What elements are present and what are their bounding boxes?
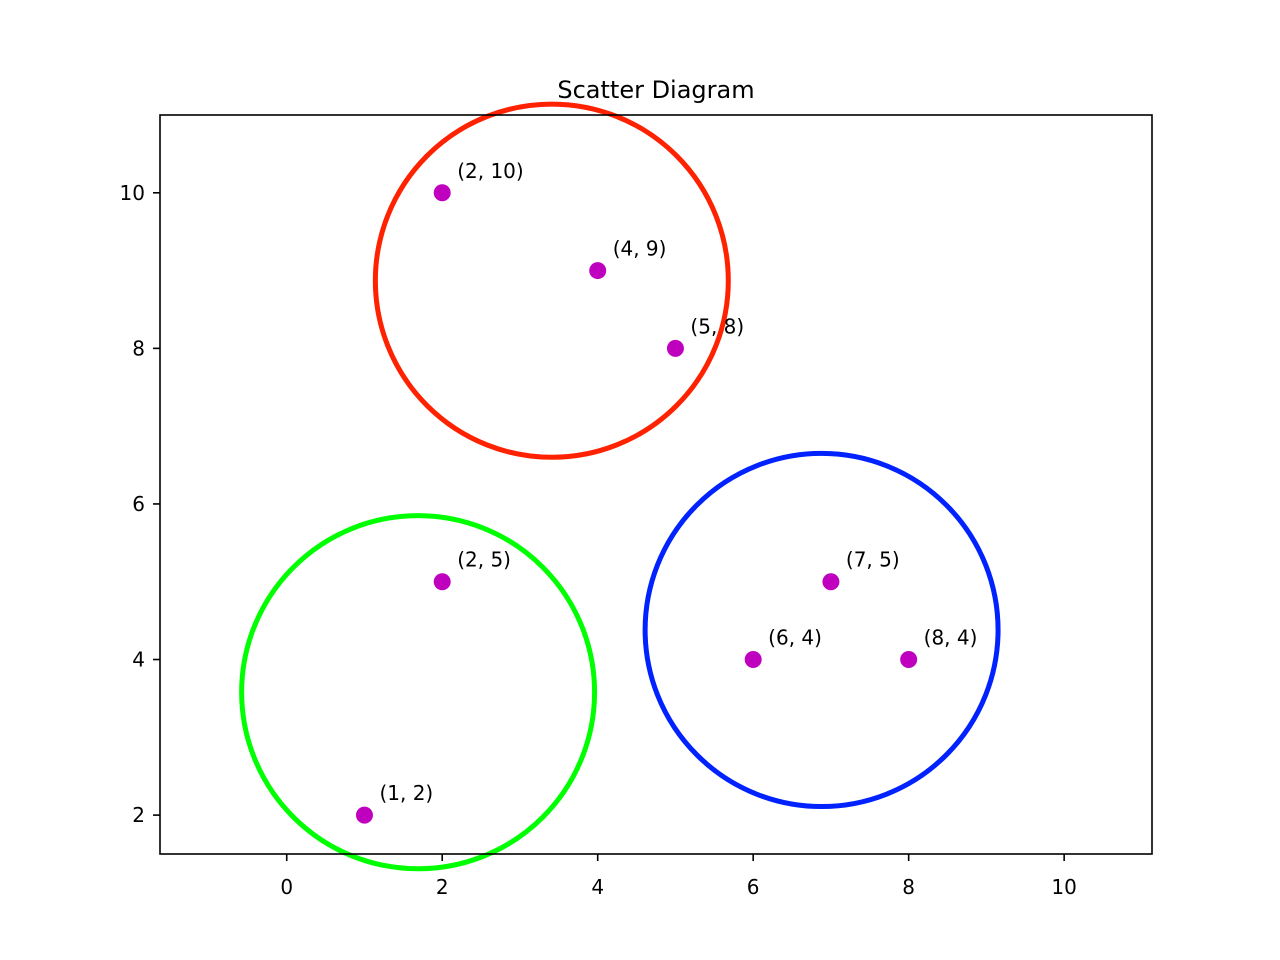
data-point (589, 262, 607, 280)
x-axis: 0 2 4 6 8 10 (280, 854, 1077, 899)
y-tick-label: 10 (120, 181, 145, 205)
data-points (355, 184, 918, 824)
point-label: (1, 2) (379, 781, 433, 805)
point-label: (2, 5) (457, 548, 511, 572)
point-label: (5, 8) (690, 314, 744, 338)
x-tick-label: 10 (1051, 875, 1076, 899)
x-tick-label: 4 (591, 875, 604, 899)
data-point (822, 573, 840, 591)
plot-frame (159, 114, 1153, 855)
data-point (433, 184, 451, 202)
x-tick-label: 8 (902, 875, 915, 899)
point-label: (7, 5) (846, 548, 900, 572)
cluster-circle-2 (239, 513, 598, 872)
point-labels: (2, 10) (4, 9) (5, 8) (2, 5) (1, 2) (7, 5) (6,… (379, 159, 977, 805)
data-point (433, 573, 451, 591)
y-axis: 2 4 6 8 10 (120, 181, 160, 827)
cluster-circles (239, 101, 1001, 872)
data-point (900, 651, 918, 669)
point-label: (2, 10) (457, 159, 524, 183)
x-tick-label: 2 (436, 875, 449, 899)
point-label: (6, 4) (768, 626, 822, 650)
x-tick-label: 0 (280, 875, 293, 899)
cluster-circle-3 (642, 450, 1001, 810)
y-tick-label: 4 (132, 648, 145, 672)
point-label: (8, 4) (924, 626, 978, 650)
y-tick-label: 2 (132, 803, 145, 827)
y-tick-label: 6 (132, 492, 145, 516)
chart-title: Scatter Diagram (557, 76, 754, 104)
y-tick-label: 8 (132, 336, 145, 360)
data-point (666, 339, 684, 357)
cluster-circle-1 (372, 101, 731, 460)
point-label: (4, 9) (613, 237, 667, 261)
data-point (744, 651, 762, 669)
data-point (355, 806, 373, 824)
x-tick-label: 6 (747, 875, 760, 899)
